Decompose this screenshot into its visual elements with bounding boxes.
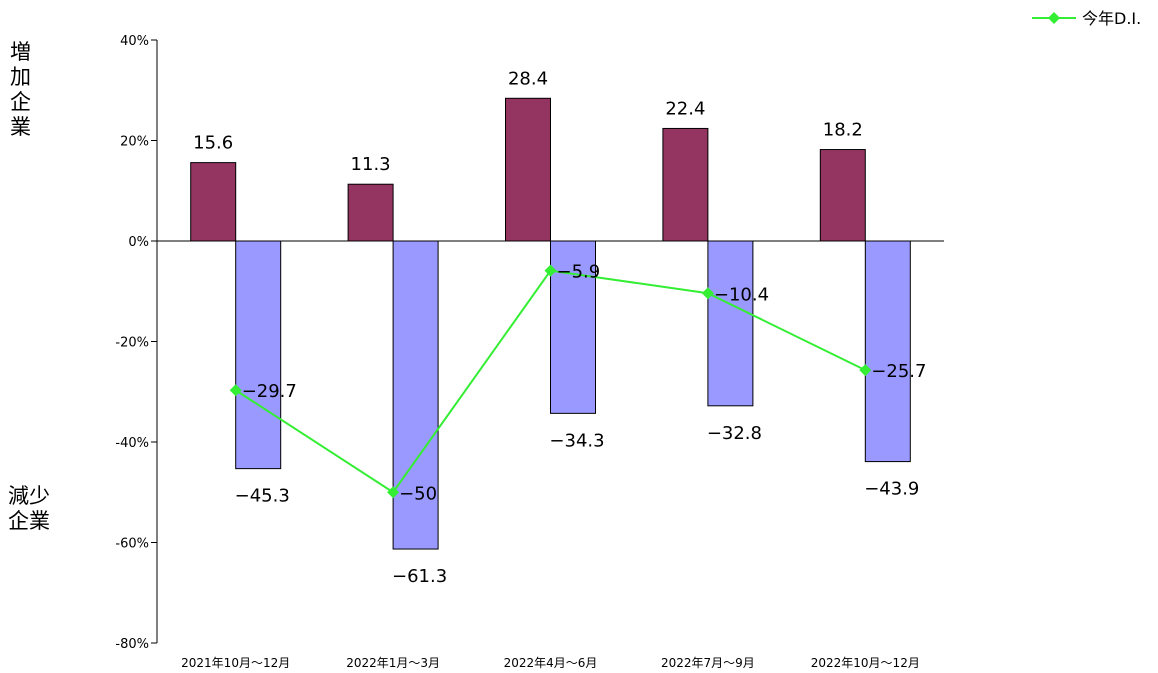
legend-diamond-icon bbox=[1048, 12, 1060, 24]
di-marker-2 bbox=[544, 264, 557, 277]
di-marker-1 bbox=[387, 486, 400, 499]
x-category-label-4: 2022年10月～12月 bbox=[811, 656, 920, 670]
di-marker-0 bbox=[229, 384, 242, 397]
x-category-label-0: 2021年10月～12月 bbox=[181, 656, 290, 670]
increase-bar-0 bbox=[190, 162, 237, 242]
y-tick-label-0: 40% bbox=[120, 34, 149, 49]
y-tick-label-4: -40% bbox=[115, 436, 149, 451]
bars-layer bbox=[190, 97, 911, 550]
y-tick-label-6: -80% bbox=[115, 637, 149, 652]
legend: 今年D.I. bbox=[1032, 9, 1141, 28]
axes-layer: 40% 20% 0% -20% -40% -60% -80% 2021年10月～12月 2022… bbox=[115, 34, 944, 670]
decrease-bar-1 bbox=[392, 240, 439, 550]
di-value-label-2: −5.9 bbox=[557, 262, 601, 283]
y-tick-label-3: -20% bbox=[115, 336, 149, 351]
increase-bar-1 bbox=[347, 183, 394, 242]
y-tick-label-1: 20% bbox=[120, 135, 149, 150]
increase-value-label-1: 11.3 bbox=[351, 154, 391, 175]
x-category-label-2: 2022年4月～6月 bbox=[504, 656, 598, 670]
increase-bar-3 bbox=[662, 127, 709, 242]
x-category-label-3: 2022年7月～9月 bbox=[661, 656, 755, 670]
decrease-bar-4 bbox=[864, 240, 911, 463]
decrease-value-label-2: −34.3 bbox=[549, 430, 604, 451]
line-layer bbox=[229, 264, 872, 499]
increase-value-label-4: 18.2 bbox=[823, 120, 863, 141]
di-value-label-1: −50 bbox=[399, 483, 437, 504]
increase-value-label-2: 28.4 bbox=[508, 68, 548, 89]
di-value-label-0: −29.7 bbox=[242, 381, 297, 402]
y-tick-label-5: -60% bbox=[115, 537, 149, 552]
increase-bar-2 bbox=[505, 97, 551, 242]
decrease-bar-3 bbox=[707, 240, 754, 407]
di-value-label-3: −10.4 bbox=[714, 284, 769, 305]
di-marker-3 bbox=[701, 287, 714, 300]
decrease-value-label-0: −45.3 bbox=[235, 486, 290, 507]
increase-value-label-0: 15.6 bbox=[193, 133, 233, 154]
increase-bar-4 bbox=[819, 149, 866, 242]
labels-layer: 15.6 −45.3 −29.7 11.3 −61.3 −50 28.4 −34.3 −5.9 2… bbox=[193, 68, 926, 587]
decrease-value-label-4: −43.9 bbox=[864, 479, 919, 500]
decrease-bar-0 bbox=[235, 240, 282, 470]
y-tick-label-2: 0% bbox=[128, 235, 149, 250]
di-value-label-4: −25.7 bbox=[871, 361, 926, 382]
decrease-value-label-3: −32.8 bbox=[707, 423, 762, 444]
increase-companies-label: 増加企業 bbox=[10, 40, 31, 139]
decrease-companies-label: 減少企業 bbox=[8, 484, 50, 533]
x-category-label-1: 2022年1月～3月 bbox=[346, 656, 440, 670]
decrease-bar-2 bbox=[550, 240, 596, 414]
di-marker-4 bbox=[859, 364, 872, 377]
decrease-value-label-1: −61.3 bbox=[392, 566, 447, 587]
increase-value-label-3: 22.4 bbox=[665, 98, 705, 119]
legend-label: 今年D.I. bbox=[1082, 9, 1141, 28]
